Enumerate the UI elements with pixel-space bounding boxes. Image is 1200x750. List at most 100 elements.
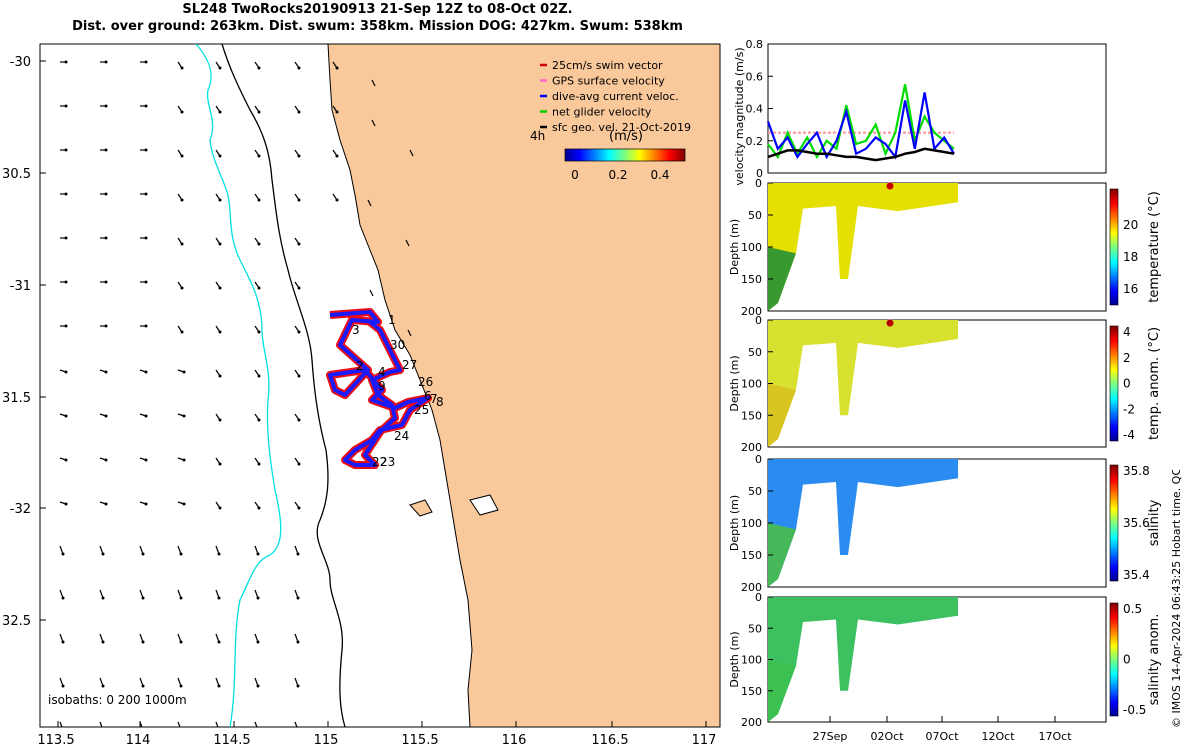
arrow-head: [257, 242, 261, 246]
isobath-1000m: [195, 44, 282, 727]
day-label: 9: [378, 379, 386, 393]
arrow-head: [297, 242, 301, 246]
velocity-arrow: [177, 677, 183, 688]
velocity-arrow: [215, 457, 222, 466]
velocity-y-tick-label: 0.4: [746, 103, 764, 116]
section-colorbar-label: salinity: [1147, 499, 1162, 546]
velocity-arrow: [140, 324, 148, 328]
velocity-arrow: [294, 149, 301, 158]
velocity-arrow: [59, 501, 68, 506]
arrow-head: [144, 236, 148, 240]
velocity-arrow: [177, 237, 184, 246]
map-y-tick-label: -31: [10, 279, 31, 294]
velocity-series-line: [767, 147, 955, 162]
legend-label: sfc geo. vel. 21-Oct-2019: [552, 121, 691, 134]
map-y-tick-label: -32: [10, 502, 31, 517]
arrow-shaft: [215, 721, 219, 727]
section-y-tick-label: 200: [741, 441, 762, 454]
arrow-head: [218, 286, 222, 290]
velocity-arrow: [139, 677, 145, 688]
section-colorbar-label: salinity anom.: [1147, 614, 1162, 706]
arrow-head: [62, 729, 65, 732]
arrow-head: [101, 640, 105, 644]
arrow-head: [180, 198, 184, 202]
velocity-arrow: [254, 677, 260, 688]
velocity-ylabel: velocity magnitude (m/s): [733, 47, 746, 185]
section-panel: 0 50 100 150 200 Depth (m) 16 18 20 temperature (…: [728, 177, 1162, 318]
velocity-y-tick-label: 0.8: [746, 38, 764, 51]
velocity-arrow: [254, 105, 261, 114]
section-hotspot: [886, 182, 894, 190]
section-colorbar-tick-label: -2: [1123, 402, 1135, 416]
velocity-arrow: [215, 105, 222, 114]
arrow-head: [218, 374, 222, 378]
arrow-head: [64, 104, 68, 108]
arrow-head: [180, 154, 184, 158]
arrow-head: [64, 458, 68, 462]
arrow-head: [335, 66, 339, 70]
velocity-arrow: [254, 589, 260, 600]
arrow-head: [101, 684, 105, 688]
arrow-head: [179, 684, 183, 688]
day-label: 25: [414, 403, 429, 417]
velocity-arrow: [294, 457, 301, 466]
section-y-tick-label: 0: [755, 314, 762, 327]
velocity-arrow: [100, 60, 108, 64]
velocity-arrow: [99, 589, 105, 600]
velocity-series-line: [766, 92, 955, 160]
arrow-head: [256, 684, 260, 688]
section-data-fill: [768, 459, 958, 587]
arrow-head: [182, 370, 186, 374]
velocity-arrow: [177, 369, 186, 374]
velocity-arrow: [100, 192, 108, 196]
section-panel: 0 50 100 150 200 Depth (m) 4 2 0 -2 -4 temp. anom. …: [728, 314, 1162, 454]
velocity-arrow: [407, 329, 412, 337]
velocity-arrow: [215, 677, 221, 688]
arrow-head: [141, 596, 145, 600]
colorbar-extra-label: 4h: [530, 129, 545, 143]
section-colorbar-tick-label: 0: [1123, 377, 1131, 391]
arrow-head: [141, 684, 145, 688]
arrow-head: [296, 640, 300, 644]
velocity-arrow: [139, 413, 148, 418]
velocity-arrow: [254, 237, 261, 246]
section-deep-fill: [768, 659, 796, 722]
section-y-tick-label: 150: [741, 549, 762, 562]
section-data-fill: [768, 597, 958, 722]
arrow-head: [297, 729, 300, 732]
arrow-shaft: [59, 721, 63, 727]
velocity-arrow: [60, 104, 68, 108]
velocity-arrow: [215, 281, 222, 290]
section-y-tick-label: 200: [741, 716, 762, 729]
arrow-head: [297, 374, 301, 378]
velocity-arrow: [99, 369, 108, 374]
velocity-arrow: [254, 457, 261, 466]
section-y-tick-label: 50: [748, 622, 762, 635]
velocity-arrow: [177, 545, 183, 556]
velocity-arrow: [294, 501, 301, 510]
legend-label: net glider velocity: [552, 106, 652, 119]
arrow-head: [257, 66, 261, 70]
section-x-tick-label: 02Oct: [870, 730, 904, 743]
velocity-arrow: [294, 61, 301, 70]
map-y-tick-label: -30: [10, 55, 31, 70]
arrow-head: [61, 552, 65, 556]
arrow-head: [218, 462, 222, 466]
map-x-tick-label: 116.5: [591, 733, 628, 748]
arrow-head: [297, 506, 301, 510]
arrow-head: [104, 104, 108, 108]
section-colorbar: [1109, 464, 1119, 582]
arrow-head: [297, 286, 301, 290]
section-colorbar-label: temperature (°C): [1147, 191, 1162, 303]
velocity-arrow: [60, 148, 68, 152]
section-y-tick-label: 50: [748, 209, 762, 222]
velocity-arrow: [139, 545, 145, 556]
arrow-head: [297, 418, 301, 422]
section-y-tick-label: 100: [741, 654, 762, 667]
arrow-head: [104, 414, 108, 418]
velocity-arrow: [215, 633, 221, 644]
section-data-fill: [768, 183, 958, 311]
velocity-arrow: [177, 589, 183, 600]
arrow-shaft: [177, 721, 181, 727]
